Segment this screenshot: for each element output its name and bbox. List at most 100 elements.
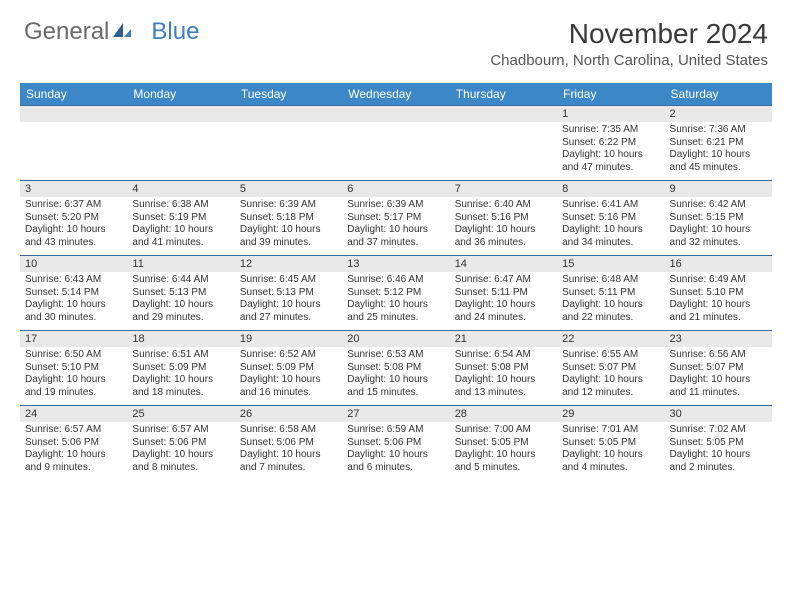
sunset-text: Sunset: 5:06 PM: [132, 437, 229, 450]
header: General Blue November 2024 Chadbourn, No…: [0, 0, 792, 77]
daylight-text: Daylight: 10 hours and 8 minutes.: [132, 449, 229, 474]
daylight-text: Daylight: 10 hours and 4 minutes.: [562, 449, 659, 474]
day-cell-16: 16Sunrise: 6:49 AMSunset: 5:10 PMDayligh…: [665, 256, 772, 331]
daylight-text: Daylight: 10 hours and 45 minutes.: [670, 149, 767, 174]
day-number: 28: [450, 406, 557, 422]
day-details: Sunrise: 6:46 AMSunset: 5:12 PMDaylight:…: [342, 272, 449, 330]
day-details: Sunrise: 6:48 AMSunset: 5:11 PMDaylight:…: [557, 272, 664, 330]
day-cell-26: 26Sunrise: 6:58 AMSunset: 5:06 PMDayligh…: [235, 406, 342, 481]
day-number: 16: [665, 256, 772, 272]
day-details: [450, 122, 557, 170]
day-number: 27: [342, 406, 449, 422]
day-number: 2: [665, 106, 772, 122]
sunrise-text: Sunrise: 6:46 AM: [347, 274, 444, 287]
day-details: Sunrise: 7:02 AMSunset: 5:05 PMDaylight:…: [665, 422, 772, 480]
day-details: Sunrise: 6:55 AMSunset: 5:07 PMDaylight:…: [557, 347, 664, 405]
sunrise-text: Sunrise: 6:50 AM: [25, 349, 122, 362]
sunset-text: Sunset: 5:05 PM: [670, 437, 767, 450]
day-header-sunday: Sunday: [20, 83, 127, 106]
day-cell-27: 27Sunrise: 6:59 AMSunset: 5:06 PMDayligh…: [342, 406, 449, 481]
daylight-text: Daylight: 10 hours and 27 minutes.: [240, 299, 337, 324]
day-cell-7: 7Sunrise: 6:40 AMSunset: 5:16 PMDaylight…: [450, 181, 557, 256]
day-number: 18: [127, 331, 234, 347]
sunset-text: Sunset: 5:11 PM: [455, 287, 552, 300]
daylight-text: Daylight: 10 hours and 25 minutes.: [347, 299, 444, 324]
daylight-text: Daylight: 10 hours and 6 minutes.: [347, 449, 444, 474]
sunset-text: Sunset: 5:17 PM: [347, 212, 444, 225]
day-details: [235, 122, 342, 170]
sunrise-text: Sunrise: 6:42 AM: [670, 199, 767, 212]
day-cell-empty: [235, 106, 342, 181]
daylight-text: Daylight: 10 hours and 29 minutes.: [132, 299, 229, 324]
week-row: 17Sunrise: 6:50 AMSunset: 5:10 PMDayligh…: [20, 331, 772, 406]
logo-text-blue: Blue: [151, 18, 199, 46]
sunrise-text: Sunrise: 6:43 AM: [25, 274, 122, 287]
sunrise-text: Sunrise: 6:37 AM: [25, 199, 122, 212]
sunrise-text: Sunrise: 6:47 AM: [455, 274, 552, 287]
day-cell-2: 2Sunrise: 7:36 AMSunset: 6:21 PMDaylight…: [665, 106, 772, 181]
sunset-text: Sunset: 5:05 PM: [455, 437, 552, 450]
day-number: 19: [235, 331, 342, 347]
day-number: 14: [450, 256, 557, 272]
day-cell-3: 3Sunrise: 6:37 AMSunset: 5:20 PMDaylight…: [20, 181, 127, 256]
day-details: Sunrise: 6:41 AMSunset: 5:16 PMDaylight:…: [557, 197, 664, 255]
day-number: 13: [342, 256, 449, 272]
sunrise-text: Sunrise: 6:51 AM: [132, 349, 229, 362]
day-number: [450, 106, 557, 122]
day-cell-20: 20Sunrise: 6:53 AMSunset: 5:08 PMDayligh…: [342, 331, 449, 406]
day-header-monday: Monday: [127, 83, 234, 106]
daylight-text: Daylight: 10 hours and 18 minutes.: [132, 374, 229, 399]
daylight-text: Daylight: 10 hours and 11 minutes.: [670, 374, 767, 399]
sunrise-text: Sunrise: 6:40 AM: [455, 199, 552, 212]
daylight-text: Daylight: 10 hours and 43 minutes.: [25, 224, 122, 249]
day-number: 23: [665, 331, 772, 347]
day-number: 17: [20, 331, 127, 347]
daylight-text: Daylight: 10 hours and 32 minutes.: [670, 224, 767, 249]
day-cell-14: 14Sunrise: 6:47 AMSunset: 5:11 PMDayligh…: [450, 256, 557, 331]
daylight-text: Daylight: 10 hours and 13 minutes.: [455, 374, 552, 399]
day-details: Sunrise: 6:47 AMSunset: 5:11 PMDaylight:…: [450, 272, 557, 330]
day-cell-17: 17Sunrise: 6:50 AMSunset: 5:10 PMDayligh…: [20, 331, 127, 406]
day-number: 29: [557, 406, 664, 422]
sunset-text: Sunset: 5:06 PM: [25, 437, 122, 450]
day-details: Sunrise: 6:57 AMSunset: 5:06 PMDaylight:…: [127, 422, 234, 480]
day-cell-12: 12Sunrise: 6:45 AMSunset: 5:13 PMDayligh…: [235, 256, 342, 331]
sunrise-text: Sunrise: 7:35 AM: [562, 124, 659, 137]
day-details: Sunrise: 7:35 AMSunset: 6:22 PMDaylight:…: [557, 122, 664, 180]
day-number: 6: [342, 181, 449, 197]
sunrise-text: Sunrise: 6:53 AM: [347, 349, 444, 362]
sunrise-text: Sunrise: 6:52 AM: [240, 349, 337, 362]
day-details: Sunrise: 6:39 AMSunset: 5:18 PMDaylight:…: [235, 197, 342, 255]
sunrise-text: Sunrise: 7:02 AM: [670, 424, 767, 437]
day-header-row: SundayMondayTuesdayWednesdayThursdayFrid…: [20, 83, 772, 106]
day-number: 8: [557, 181, 664, 197]
logo-text-general: General: [24, 18, 109, 46]
day-details: Sunrise: 6:56 AMSunset: 5:07 PMDaylight:…: [665, 347, 772, 405]
sunset-text: Sunset: 5:10 PM: [670, 287, 767, 300]
sunrise-text: Sunrise: 6:44 AM: [132, 274, 229, 287]
sunset-text: Sunset: 5:13 PM: [132, 287, 229, 300]
sunset-text: Sunset: 5:08 PM: [455, 362, 552, 375]
daylight-text: Daylight: 10 hours and 36 minutes.: [455, 224, 552, 249]
sunset-text: Sunset: 5:06 PM: [347, 437, 444, 450]
day-details: Sunrise: 6:39 AMSunset: 5:17 PMDaylight:…: [342, 197, 449, 255]
daylight-text: Daylight: 10 hours and 2 minutes.: [670, 449, 767, 474]
week-row: 3Sunrise: 6:37 AMSunset: 5:20 PMDaylight…: [20, 181, 772, 256]
day-number: 5: [235, 181, 342, 197]
sunrise-text: Sunrise: 7:01 AM: [562, 424, 659, 437]
day-details: Sunrise: 7:36 AMSunset: 6:21 PMDaylight:…: [665, 122, 772, 180]
daylight-text: Daylight: 10 hours and 39 minutes.: [240, 224, 337, 249]
day-cell-25: 25Sunrise: 6:57 AMSunset: 5:06 PMDayligh…: [127, 406, 234, 481]
day-number: [20, 106, 127, 122]
day-number: 1: [557, 106, 664, 122]
day-details: Sunrise: 6:45 AMSunset: 5:13 PMDaylight:…: [235, 272, 342, 330]
day-cell-8: 8Sunrise: 6:41 AMSunset: 5:16 PMDaylight…: [557, 181, 664, 256]
daylight-text: Daylight: 10 hours and 9 minutes.: [25, 449, 122, 474]
sunset-text: Sunset: 5:14 PM: [25, 287, 122, 300]
sunset-text: Sunset: 5:19 PM: [132, 212, 229, 225]
day-details: [127, 122, 234, 170]
sunrise-text: Sunrise: 6:57 AM: [25, 424, 122, 437]
day-cell-9: 9Sunrise: 6:42 AMSunset: 5:15 PMDaylight…: [665, 181, 772, 256]
day-number: 26: [235, 406, 342, 422]
daylight-text: Daylight: 10 hours and 41 minutes.: [132, 224, 229, 249]
